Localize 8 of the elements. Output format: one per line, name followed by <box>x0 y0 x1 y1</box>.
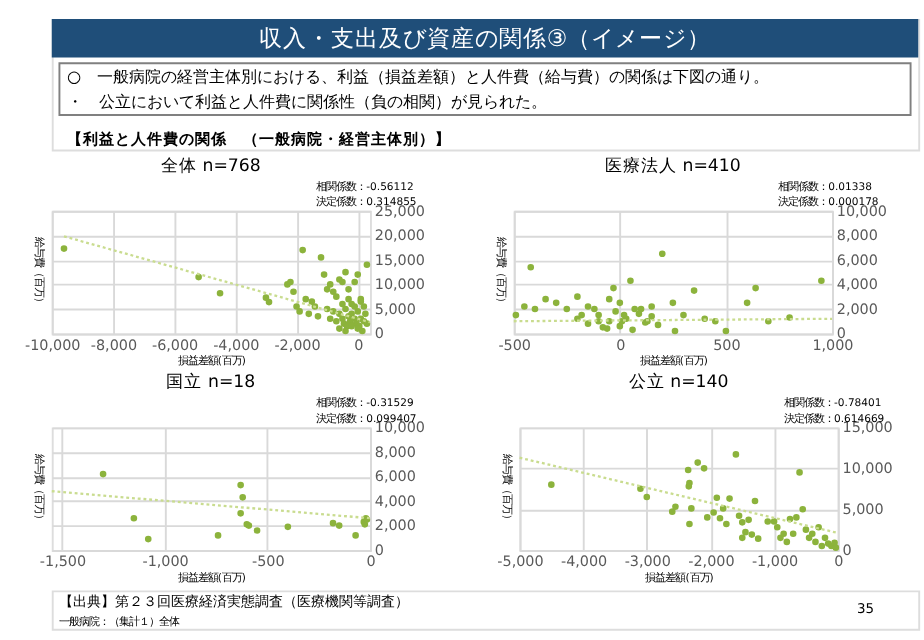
text: 【利益と人件費の関係 （一般病院・経営主体別）】 <box>67 127 452 148</box>
chart-title: 国立 n=18 <box>166 371 256 394</box>
text: 収入・支出及び資産の関係③（イメージ） <box>258 23 712 52</box>
chart-title: 全体 n=768 <box>161 154 261 177</box>
text: ・ 公立において利益と人件費に関係性（負の相関）が見られた。 <box>67 91 548 112</box>
text: ○ 一般病院の経営主体別における、利益（損益差額）と人件費（給与費）の関係は下図の通り。 <box>67 66 770 87</box>
chart-title: 医療法人 n=410 <box>605 154 741 177</box>
chart-title: 公立 n=140 <box>628 371 729 394</box>
